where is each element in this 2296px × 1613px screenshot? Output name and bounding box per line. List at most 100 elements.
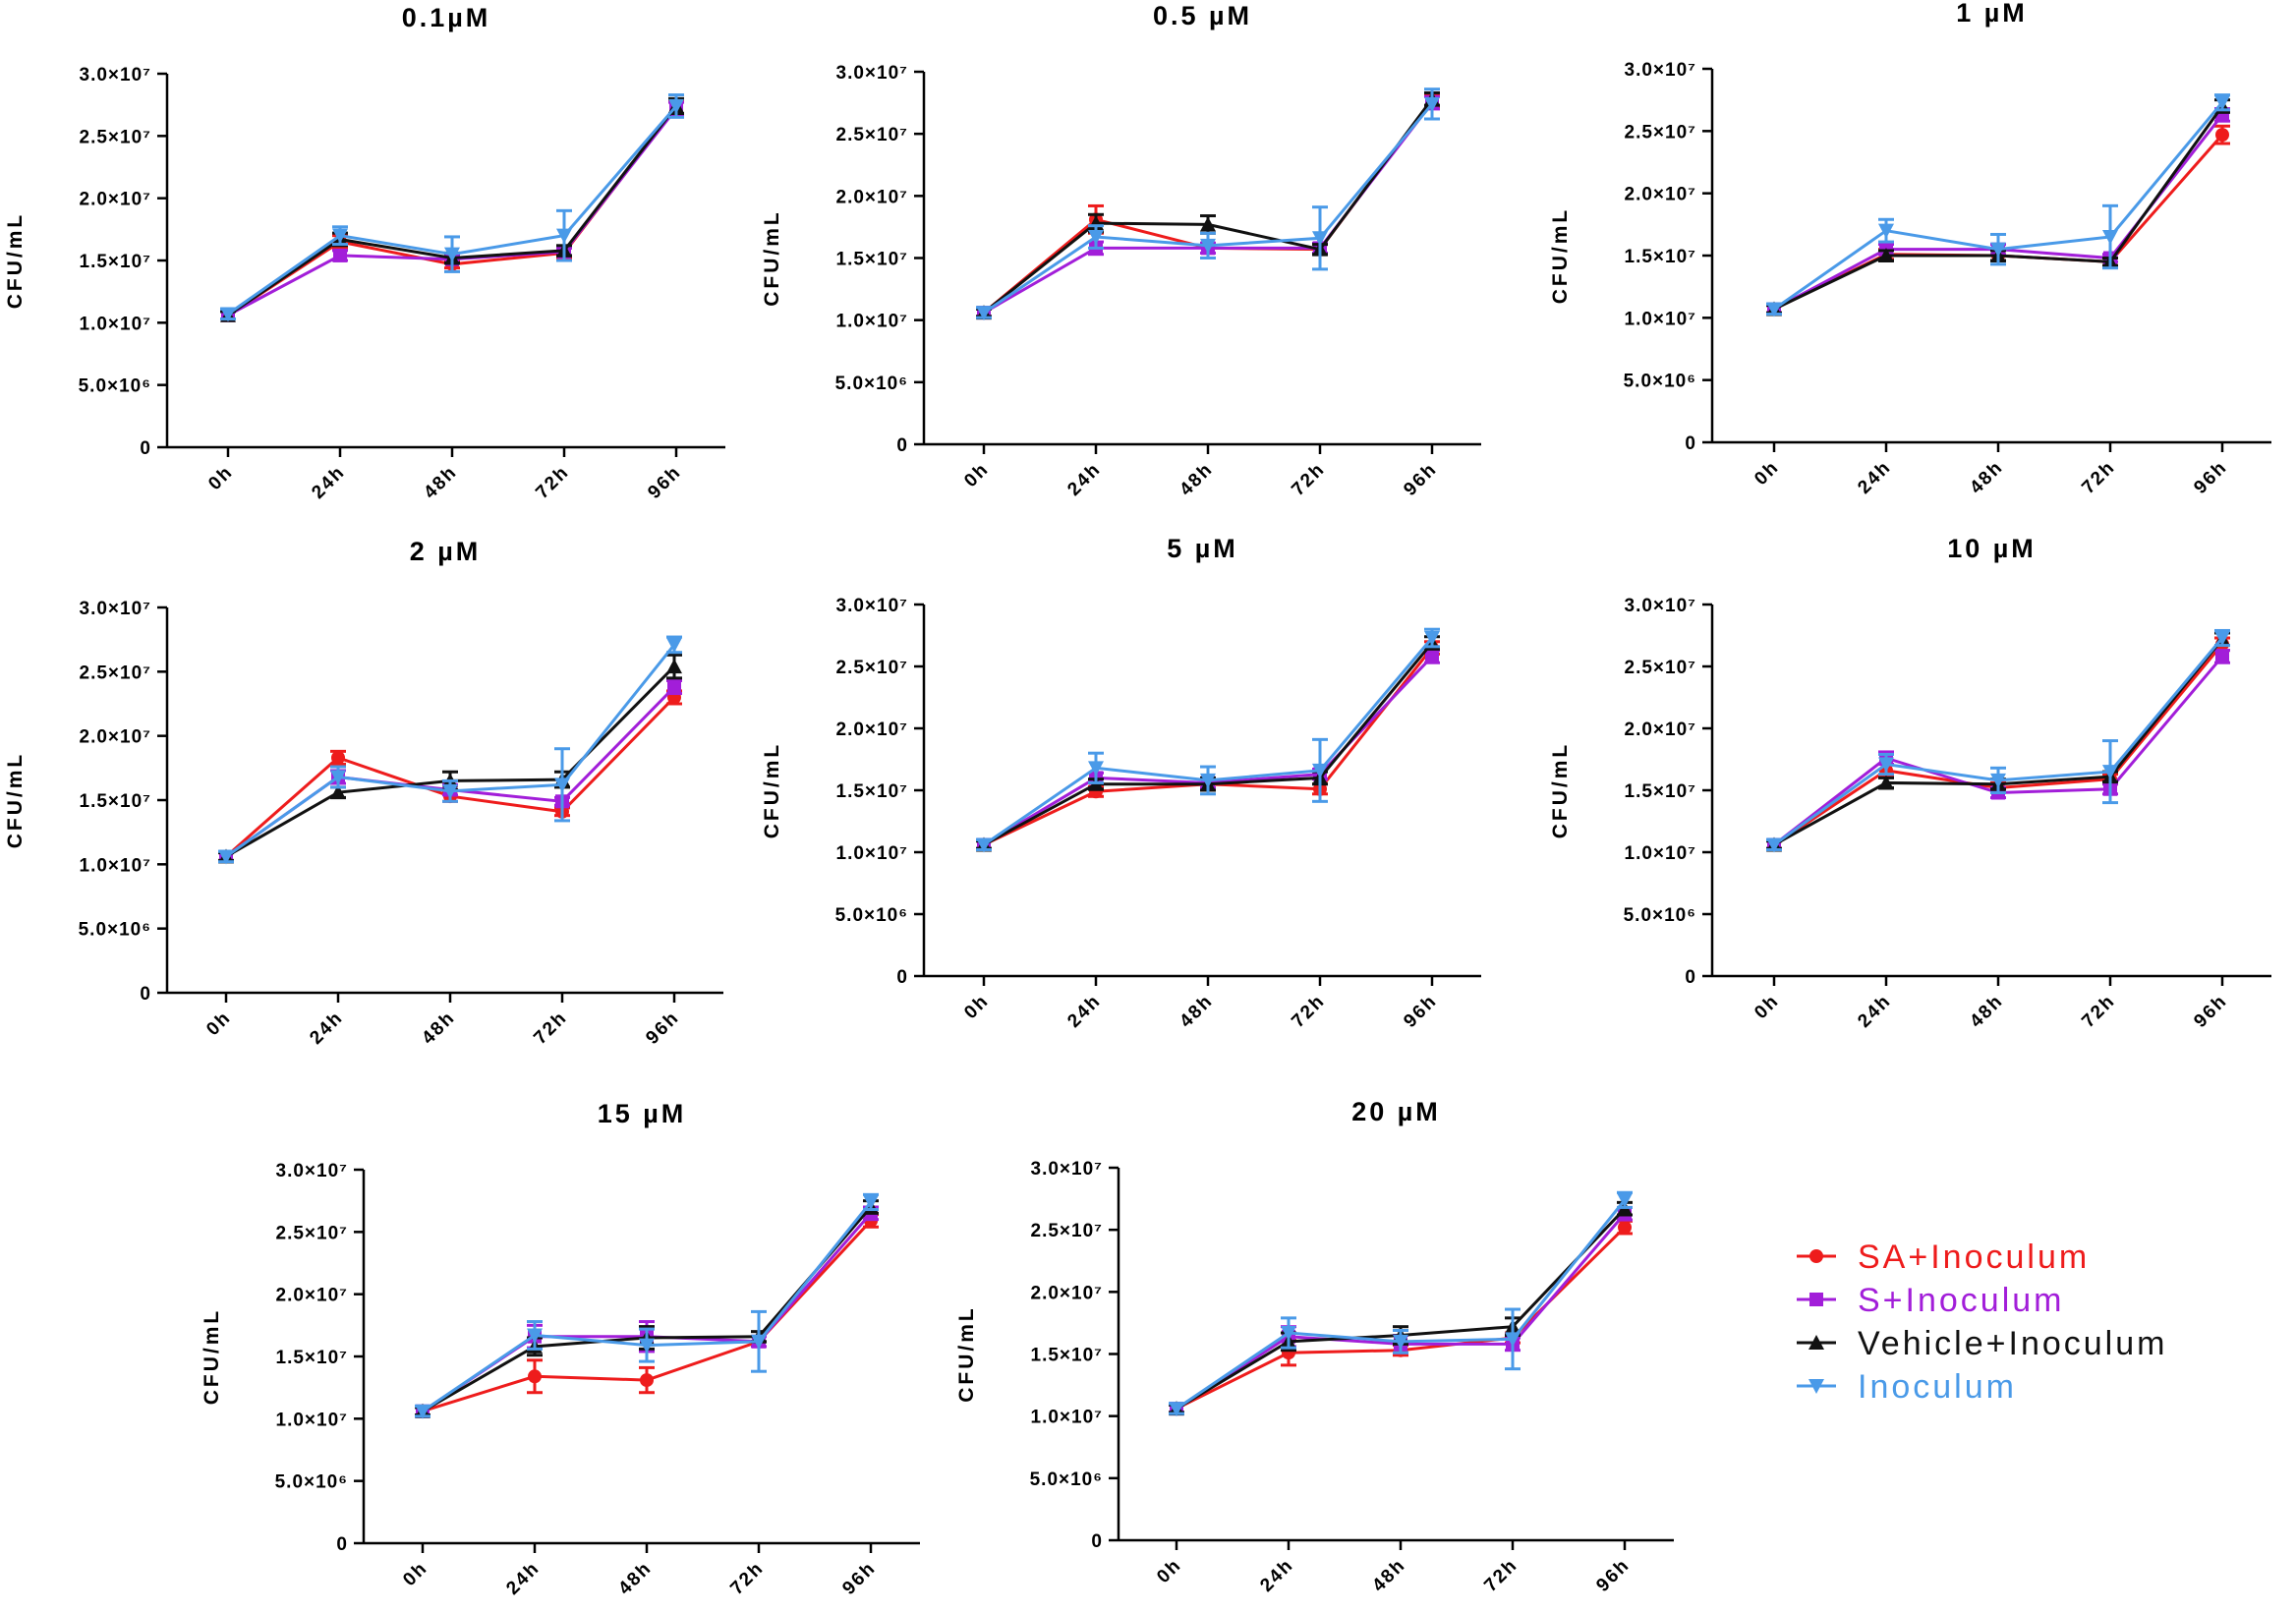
series-line [983,97,1434,315]
x-tick-label: 72h [2078,991,2119,1032]
data-point [1281,1326,1296,1342]
data-point [1312,231,1328,247]
series-line [983,99,1434,315]
data-point [1505,1332,1521,1348]
data-point [442,783,458,799]
data-point [1878,775,1894,790]
x-tick-label: 96h [2190,457,2231,498]
series-sa-inoculum [220,98,684,322]
chart-panel-1: 0.1µM 0 5.0×10⁶ 1.0×10⁷ 1.5×10⁷ 2.0×10⁷ 2.5×10… [4,3,725,503]
data-point [444,247,460,262]
data-point [976,306,992,321]
series-line [1773,134,2224,311]
series-line [1773,638,2224,846]
legend-item: SA+Inoculum [1797,1239,2090,1276]
legend-label: Vehicle+Inoculum [1858,1325,2167,1362]
data-point [1990,242,2006,258]
x-tick-label: 72h [1288,991,1329,1032]
series-sa-inoculum [976,92,1440,320]
panel-title: 10 µM [1947,534,2037,563]
series-inoculum [976,627,1440,853]
x-tick-label: 24h [1854,991,1895,1032]
y-tick-label: 2.5×10⁷ [276,1223,348,1243]
series-s-inoculum [976,94,1440,320]
data-point [554,778,570,793]
x-tick-label: 0h [204,462,237,494]
x-tick-label: 24h [1256,1555,1297,1596]
y-tick-label: 2.0×10⁷ [1031,1283,1103,1303]
series-inoculum [976,87,1440,321]
data-point [331,750,345,765]
series-vehicle-inoculum [220,96,684,322]
y-tick-label: 0 [1091,1531,1103,1552]
series-line [1773,105,2224,311]
y-axis-title: CFU/mL [201,1308,223,1406]
x-tick-label: 48h [418,1008,459,1049]
x-tick-label: 96h [1400,459,1441,500]
y-tick-label: 1.0×10⁷ [1625,843,1696,864]
legend-label: SA+Inoculum [1858,1239,2090,1276]
y-tick-label: 3.0×10⁷ [836,596,908,616]
series-sa-inoculum [976,640,1440,852]
x-tick-label: 0h [202,1008,235,1040]
x-tick-label: 24h [1063,991,1105,1032]
y-tick-label: 2.5×10⁷ [1625,122,1696,143]
legend-label: S+Inoculum [1858,1282,2065,1319]
data-point [1088,230,1104,246]
y-tick-label: 2.0×10⁷ [836,187,908,207]
x-tick-label: 24h [502,1558,544,1599]
data-point [556,228,572,244]
y-tick-label: 3.0×10⁷ [1625,596,1696,616]
y-tick-label: 1.0×10⁷ [836,843,908,864]
series-line [227,106,678,317]
legend-item: S+Inoculum [1797,1282,2065,1319]
data-point [332,228,348,244]
x-tick-label: 72h [530,1008,571,1049]
y-tick-label: 0 [336,1534,348,1555]
series-line [1176,1207,1627,1411]
y-tick-label: 2.0×10⁷ [80,727,151,748]
chart-panel-5: 5 µM 0 5.0×10⁶ 1.0×10⁷ 1.5×10⁷ 2.0×10⁷ 2.5×10⁷… [761,534,1481,1032]
x-tick-label: 48h [1176,991,1217,1032]
x-tick-label: 72h [2078,457,2119,498]
y-tick-label: 2.0×10⁷ [836,720,908,740]
series-inoculum [1766,93,2230,317]
legend: SA+Inoculum S+Inoculum Vehicle+Inoculum Ino… [1797,1239,2167,1406]
legend-label: Inoculum [1858,1368,2017,1406]
x-tick-label: 0h [1751,457,1783,490]
data-point [527,1328,543,1344]
data-point [1200,773,1216,788]
y-tick-label: 1.5×10⁷ [836,250,908,270]
series-inoculum [1766,628,2230,853]
x-tick-label: 96h [644,462,685,503]
data-point [415,1404,430,1419]
data-point [976,837,992,853]
y-tick-label: 1.5×10⁷ [80,252,151,272]
x-tick-label: 48h [420,462,461,503]
y-tick-label: 3.0×10⁷ [80,65,151,86]
y-tick-label: 0 [896,435,908,456]
series-line [1773,643,2224,846]
y-tick-label: 2.5×10⁷ [1625,658,1696,678]
panel-title: 1 µM [1956,0,2028,28]
series-sa-inoculum [1766,124,2230,317]
data-point [1766,837,1782,853]
x-tick-label: 96h [642,1008,683,1049]
y-tick-label: 5.0×10⁶ [835,374,908,394]
series-line [983,102,1434,315]
data-point [666,637,682,653]
x-tick-label: 48h [1966,457,2007,498]
data-point [666,659,682,674]
data-point [667,680,681,695]
x-tick-label: 72h [726,1558,768,1599]
y-tick-label: 1.0×10⁷ [80,314,151,334]
series-line [1176,1212,1627,1411]
series-vehicle-inoculum [976,635,1440,852]
series-line [227,107,678,317]
x-tick-label: 96h [1592,1555,1634,1596]
y-axis-title: CFU/mL [955,1305,978,1403]
data-point [1088,761,1104,777]
y-tick-label: 3.0×10⁷ [836,63,908,84]
x-tick-label: 24h [306,1008,347,1049]
